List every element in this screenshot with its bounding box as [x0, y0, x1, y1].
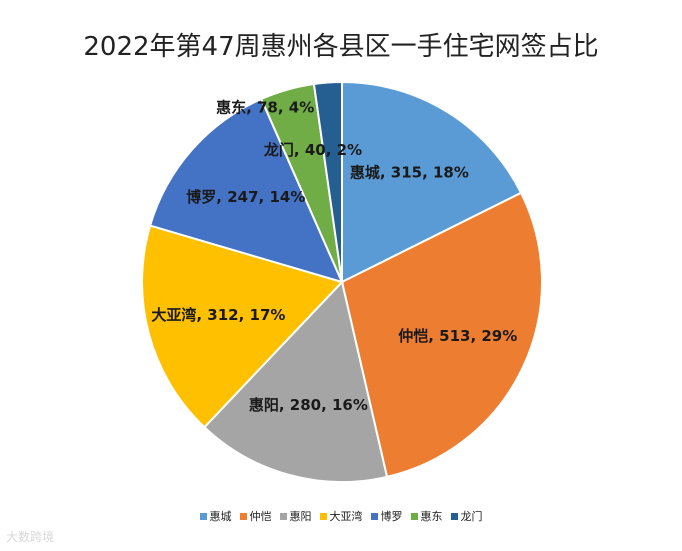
slice-data-label-0: 惠城, 315, 18%	[350, 164, 469, 182]
pie-slice-0	[341, 80, 523, 284]
slice-data-label-2: 惠阳, 280, 16%	[249, 396, 368, 414]
pie-slice-4	[148, 97, 344, 284]
legend-item-3: 大亚湾	[319, 508, 363, 524]
pie-slice-6	[312, 80, 343, 283]
legend-swatch	[239, 512, 247, 520]
slice-data-label-4: 博罗, 247, 14%	[186, 188, 305, 206]
legend-item-1: 仲恺	[239, 508, 272, 524]
legend-item-5: 惠东	[410, 508, 443, 524]
pie-slice-1	[340, 191, 543, 479]
legend-label: 大亚湾	[329, 510, 363, 523]
legend-swatch	[370, 512, 378, 520]
chart-legend: 惠城 仲恺 惠阳 大亚湾 博罗 惠东 龙门	[0, 508, 682, 524]
legend-item-0: 惠城	[199, 508, 232, 524]
legend-item-6: 龙门	[450, 508, 483, 524]
slice-data-label-1: 仲恺, 513, 29%	[398, 327, 517, 345]
watermark-source-text: 大数跨境	[6, 530, 55, 544]
legend-swatch	[279, 512, 287, 520]
legend-label: 惠阳	[289, 510, 312, 523]
legend-label: 惠城	[209, 510, 232, 523]
legend-item-2: 惠阳	[279, 508, 312, 524]
legend-swatch	[450, 512, 458, 520]
slice-data-label-5: 惠东, 78, 4%	[216, 98, 314, 116]
slice-data-label-3: 大亚湾, 312, 17%	[151, 306, 285, 324]
pie-slice-3	[141, 224, 344, 429]
chart-title: 2022年第47周惠州各县区一手住宅网签占比	[83, 32, 599, 62]
slice-data-label-6: 龙门, 40, 2%	[263, 141, 362, 159]
legend-label: 惠东	[420, 510, 443, 523]
legend-swatch	[410, 512, 418, 520]
legend-item-4: 博罗	[370, 508, 403, 524]
pie-slice-2	[203, 279, 389, 483]
legend-label: 博罗	[380, 510, 403, 523]
legend-label: 仲恺	[249, 510, 272, 523]
legend-label: 龙门	[460, 510, 483, 523]
legend-swatch	[199, 512, 207, 520]
legend-swatch	[319, 512, 327, 520]
